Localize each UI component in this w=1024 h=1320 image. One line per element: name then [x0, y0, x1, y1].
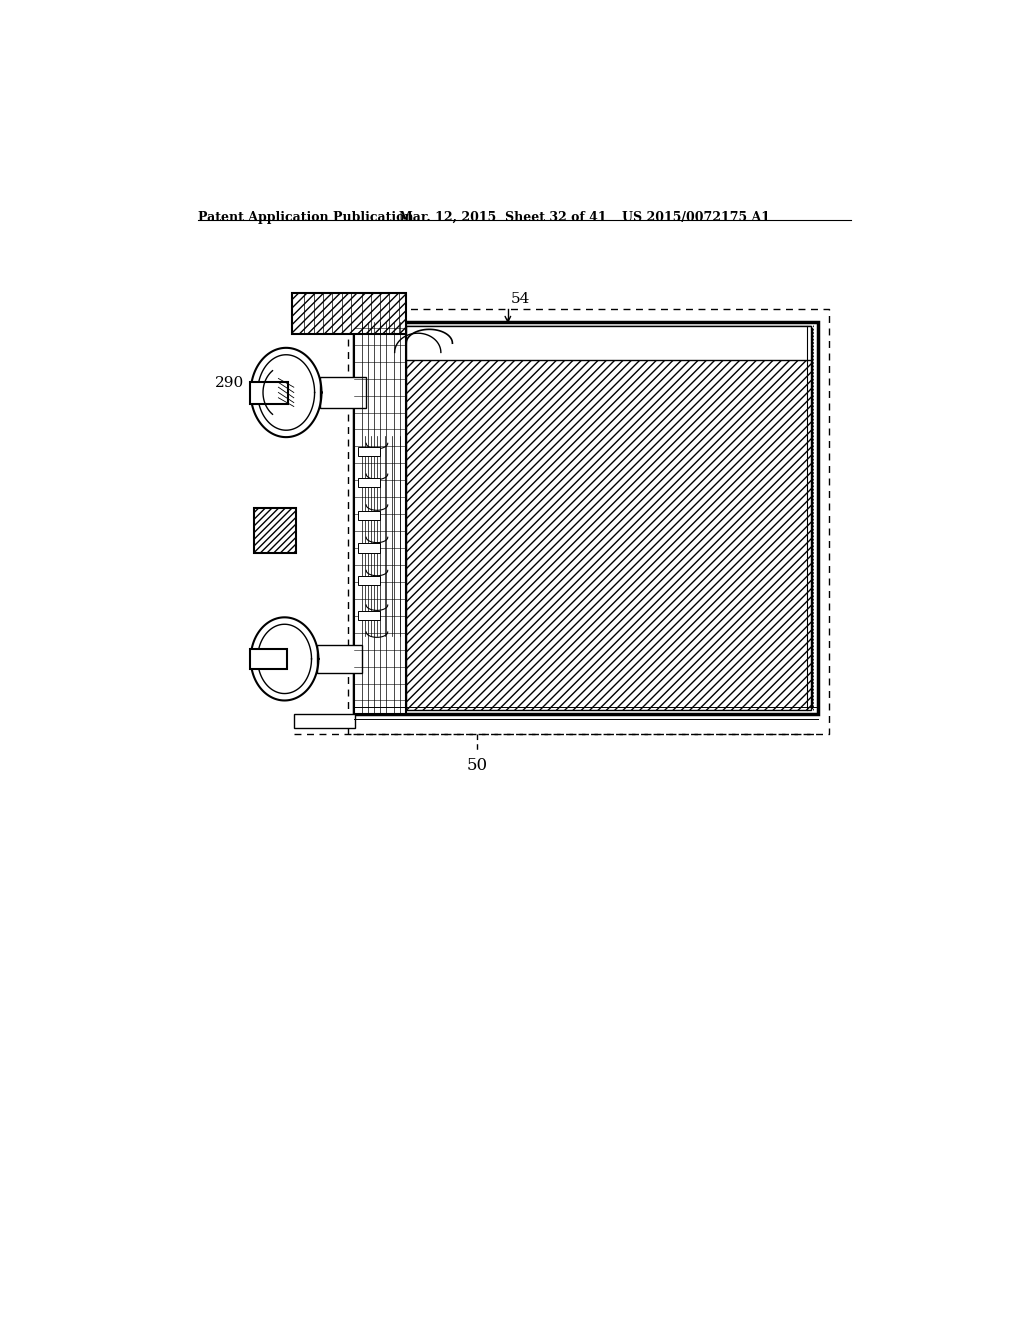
- Text: 314: 314: [413, 610, 442, 623]
- Text: US 2015/0072175 A1: US 2015/0072175 A1: [622, 211, 770, 224]
- Text: 294: 294: [413, 450, 442, 465]
- Text: 290: 290: [215, 376, 245, 391]
- Bar: [292, 293, 407, 334]
- Bar: [358, 544, 380, 553]
- Circle shape: [258, 632, 311, 686]
- Bar: [354, 322, 818, 714]
- Bar: [254, 508, 296, 553]
- Bar: [354, 322, 407, 714]
- Bar: [254, 508, 296, 553]
- Bar: [294, 714, 355, 729]
- Bar: [358, 511, 380, 520]
- Bar: [250, 383, 289, 404]
- Text: 310: 310: [413, 589, 442, 603]
- Text: 54: 54: [511, 292, 530, 306]
- Bar: [358, 611, 380, 620]
- Text: 312: 312: [413, 520, 442, 533]
- Bar: [358, 478, 380, 487]
- Bar: [319, 378, 367, 408]
- Text: Mar. 12, 2015  Sheet 32 of 41: Mar. 12, 2015 Sheet 32 of 41: [398, 211, 606, 224]
- Text: 294: 294: [413, 573, 442, 587]
- Bar: [316, 645, 361, 673]
- Bar: [358, 447, 380, 457]
- Bar: [292, 293, 407, 334]
- Text: FIG. 41: FIG. 41: [642, 561, 790, 595]
- Bar: [407, 326, 811, 710]
- Circle shape: [258, 364, 314, 421]
- Bar: [360, 327, 812, 708]
- Text: 50: 50: [467, 758, 487, 775]
- Bar: [250, 649, 287, 669]
- Bar: [407, 326, 811, 360]
- Text: Patent Application Publication: Patent Application Publication: [199, 211, 414, 224]
- Bar: [358, 576, 380, 585]
